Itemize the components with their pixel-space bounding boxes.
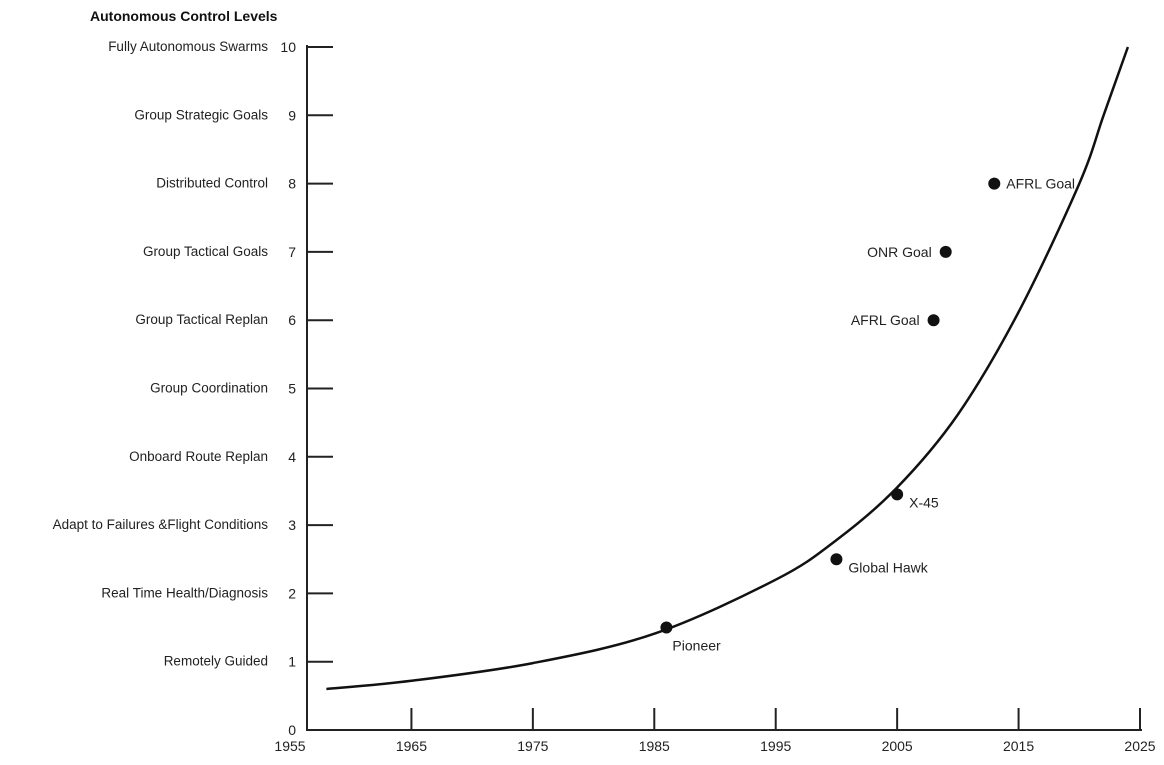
level-name-label: Group Tactical Goals	[143, 244, 268, 259]
y-tick-label: 10	[280, 39, 296, 55]
y-tick-label: 3	[288, 517, 296, 533]
level-name-label: Real Time Health/Diagnosis	[101, 585, 268, 600]
data-point-label: ONR Goal	[867, 244, 932, 260]
x-axis: 1955 1965 1975 1985 1995 2005 2015 2025	[274, 708, 1156, 754]
data-point-label: Global Hawk	[848, 559, 928, 575]
x-tick-label: 1955	[274, 738, 305, 754]
level-name-label: Group Tactical Replan	[135, 312, 268, 327]
data-point	[891, 488, 904, 501]
data-point	[830, 553, 843, 566]
level-name-label: Fully Autonomous Swarms	[108, 39, 268, 54]
level-name-label: Onboard Route Replan	[129, 449, 268, 464]
level-name-label: Group Strategic Goals	[134, 107, 268, 122]
data-point-label: AFRL Goal	[1006, 176, 1075, 192]
level-name-label: Distributed Control	[156, 176, 268, 191]
y-tick-label: 2	[288, 585, 296, 601]
y-tick-label: 1	[288, 654, 296, 670]
x-tick-label: 1995	[760, 738, 791, 754]
data-point-label: AFRL Goal	[851, 312, 920, 328]
data-point	[927, 314, 940, 327]
data-point	[988, 177, 1001, 190]
y-axis: 0 1 Remotely Guided 2 Real Time Health/Diagn…	[53, 39, 333, 738]
x-tick-label: 2015	[1003, 738, 1034, 754]
x-tick-label: 1975	[517, 738, 548, 754]
level-name-label: Adapt to Failures &Flight Conditions	[53, 517, 269, 532]
data-point-label: X-45	[909, 494, 939, 510]
y-tick-label: 5	[288, 381, 296, 397]
x-tick-label: 1965	[396, 738, 427, 754]
x-tick-label: 2005	[882, 738, 913, 754]
data-point	[939, 245, 952, 258]
level-name-label: Group Coordination	[150, 381, 268, 396]
data-point-label: Pioneer	[672, 638, 721, 654]
data-points: Pioneer Global Hawk X-45 AFRL Goal ONR Goal A…	[660, 176, 1075, 654]
x-tick-label: 1985	[639, 738, 670, 754]
y-tick-label: 0	[288, 722, 296, 738]
trend-curve	[326, 46, 1130, 691]
y-tick-label: 4	[288, 449, 296, 465]
y-tick-label: 7	[288, 244, 296, 260]
y-tick-label: 8	[288, 176, 296, 192]
level-name-label: Remotely Guided	[164, 654, 268, 669]
chart-title: Autonomous Control Levels	[90, 8, 278, 24]
y-tick-label: 6	[288, 312, 296, 328]
data-point	[660, 621, 673, 634]
y-tick-label: 9	[288, 107, 296, 123]
x-tick-label: 2025	[1124, 738, 1155, 754]
